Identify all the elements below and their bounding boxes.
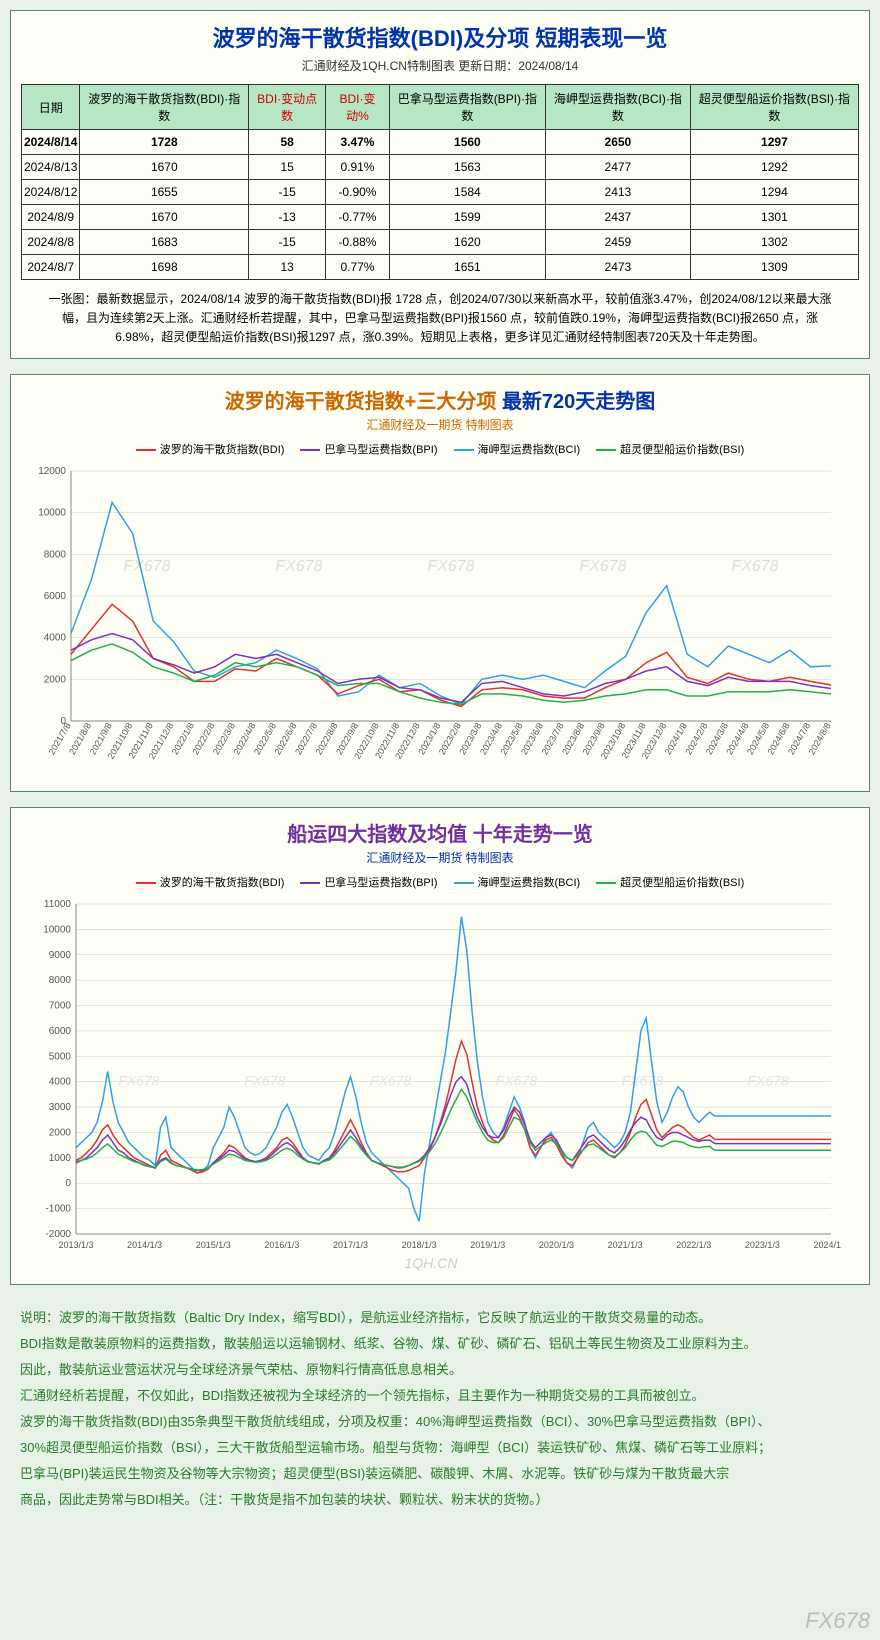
svg-text:FX678: FX678 (747, 1072, 788, 1088)
legend-item: 海岬型运费指数(BCI) (454, 877, 581, 889)
svg-text:2023/1/3: 2023/1/3 (745, 1240, 780, 1250)
table-row: 2024/8/131670150.91%156324771292 (22, 155, 859, 180)
svg-text:1000: 1000 (49, 1152, 72, 1163)
chart720-legend: 波罗的海干散货指数(BDI) 巴拿马型运费指数(BPI) 海岬型运费指数(BCI) 超… (21, 441, 859, 457)
desc-line: 30%超灵便型船运价指数（BSI），三大干散货船型运输市场。船型与货物：海岬型（… (20, 1435, 860, 1461)
table-row: 2024/8/141728583.47%156026501297 (22, 130, 859, 155)
svg-text:2018/1/3: 2018/1/3 (402, 1240, 437, 1250)
desc-line: 巴拿马(BPI)装运民生物资及谷物等大宗物资；超灵便型(BSI)装运磷肥、碳酸钾… (20, 1461, 860, 1487)
svg-text:FX678: FX678 (427, 558, 474, 575)
svg-text:2024/1/3: 2024/1/3 (813, 1240, 841, 1250)
svg-text:FX678: FX678 (622, 1072, 663, 1088)
desc-line: 商品，因此走势常与BDI相关。（注：干散货是指不加包装的块状、颗粒状、粉末状的货… (20, 1487, 860, 1513)
svg-text:FX678: FX678 (370, 1072, 411, 1088)
svg-text:4000: 4000 (49, 1076, 72, 1087)
corner-watermark: FX678 (805, 1608, 870, 1634)
svg-text:2016/1/3: 2016/1/3 (264, 1240, 299, 1250)
table-header: BDI·变动点数 (249, 85, 326, 130)
svg-text:6000: 6000 (49, 1025, 72, 1036)
svg-text:FX678: FX678 (244, 1072, 285, 1088)
desc-line: BDI指数是散装原物料的运费指数，散装船运以运输钢材、纸浆、谷物、煤、矿砂、磷矿… (20, 1331, 860, 1357)
chart-720-panel: 波罗的海干散货指数+三大分项 最新720天走势图 汇通财经及一期货 特制图表 波… (10, 374, 870, 792)
chart10y-wrap: -2000 -1000 0 1000 2000 3000 4000 5000 6000 7000 8… (21, 894, 859, 1274)
legend-item: 波罗的海干散货指数(BDI) (136, 444, 285, 456)
svg-text:1QH.CN: 1QH.CN (405, 1255, 459, 1271)
table-header: 巴拿马型运费指数(BPI)·指数 (389, 85, 545, 130)
legend-item: 超灵便型船运价指数(BSI) (596, 877, 744, 889)
svg-text:11000: 11000 (44, 899, 72, 910)
table-row: 2024/8/121655-15-0.90%158424131294 (22, 180, 859, 205)
svg-text:5000: 5000 (49, 1051, 72, 1062)
svg-text:10000: 10000 (38, 507, 66, 518)
table-subtitle: 汇通财经及1QH.CN特制图表 更新日期：2024/08/14 (21, 57, 859, 74)
table-header: 超灵便型船运价指数(BSI)·指数 (690, 85, 858, 130)
svg-text:FX678: FX678 (123, 558, 170, 575)
chart10y-legend: 波罗的海干散货指数(BDI) 巴拿马型运费指数(BPI) 海岬型运费指数(BCI) 超… (21, 874, 859, 890)
table-title: 波罗的海干散货指数(BDI)及分项 短期表现一览 (21, 21, 859, 53)
svg-text:2017/1/3: 2017/1/3 (333, 1240, 368, 1250)
svg-text:9000: 9000 (49, 949, 72, 960)
desc-line: 汇通财经析若提醒，不仅如此，BDI指数还被视为全球经济的一个领先指标，且主要作为… (20, 1383, 860, 1409)
table-header: 海岬型运费指数(BCI)·指数 (545, 85, 690, 130)
chart720-subtitle: 汇通财经及一期货 特制图表 (21, 416, 859, 433)
table-header: BDI·变动% (326, 85, 390, 130)
table-summary: 一张图：最新数据显示，2024/08/14 波罗的海干散货指数(BDI)报 17… (21, 290, 859, 348)
svg-text:FX678: FX678 (118, 1072, 159, 1088)
chart10y-title: 船运四大指数及均值 十年走势一览 (21, 818, 859, 847)
svg-text:2021/1/3: 2021/1/3 (608, 1240, 643, 1250)
svg-text:4000: 4000 (44, 632, 67, 643)
bdi-table: 日期波罗的海干散货指数(BDI)·指数BDI·变动点数BDI·变动%巴拿马型运费… (21, 84, 859, 280)
svg-text:0: 0 (65, 1178, 71, 1189)
svg-text:2022/1/3: 2022/1/3 (676, 1240, 711, 1250)
svg-text:2000: 2000 (49, 1127, 72, 1138)
table-row: 2024/8/81683-15-0.88%162024591302 (22, 230, 859, 255)
legend-item: 波罗的海干散货指数(BDI) (136, 877, 285, 889)
chart720-wrap: 0200040006000800010000120002021/7/82021/… (21, 461, 859, 781)
svg-text:2014/1/3: 2014/1/3 (127, 1240, 162, 1250)
svg-text:8000: 8000 (44, 549, 67, 560)
svg-text:FX678: FX678 (275, 558, 322, 575)
svg-text:2013/1/3: 2013/1/3 (58, 1240, 93, 1250)
chart720-svg: 0200040006000800010000120002021/7/82021/… (21, 461, 841, 781)
desc-line: 因此，散装航运业营运状况与全球经济景气荣枯、原物料行情高低息息相关。 (20, 1357, 860, 1383)
table-panel: 波罗的海干散货指数(BDI)及分项 短期表现一览 汇通财经及1QH.CN特制图表… (10, 10, 870, 359)
legend-item: 海岬型运费指数(BCI) (454, 444, 581, 456)
svg-text:7000: 7000 (49, 1000, 72, 1011)
legend-item: 超灵便型船运价指数(BSI) (596, 444, 744, 456)
table-header: 波罗的海干散货指数(BDI)·指数 (80, 85, 249, 130)
svg-text:3000: 3000 (49, 1102, 72, 1113)
svg-text:FX678: FX678 (579, 558, 626, 575)
svg-text:FX678: FX678 (731, 558, 778, 575)
desc-line: 波罗的海干散货指数(BDI)由35条典型干散货航线组成，分项及权重：40%海岬型… (20, 1409, 860, 1435)
svg-text:8000: 8000 (49, 975, 72, 986)
description-text: 说明：波罗的海干散货指数（Baltic Dry Index，缩写BDI），是航运… (10, 1300, 870, 1533)
svg-text:-1000: -1000 (45, 1203, 71, 1214)
chart10y-subtitle: 汇通财经及一期货 特制图表 (21, 849, 859, 866)
table-row: 2024/8/91670-13-0.77%159924371301 (22, 205, 859, 230)
legend-item: 巴拿马型运费指数(BPI) (300, 444, 437, 456)
svg-text:10000: 10000 (43, 924, 71, 935)
svg-text:FX678: FX678 (496, 1072, 537, 1088)
chart720-title: 波罗的海干散货指数+三大分项 最新720天走势图 (21, 385, 859, 414)
table-row: 2024/8/71698130.77%165124731309 (22, 255, 859, 280)
svg-text:2000: 2000 (44, 674, 67, 685)
desc-line: 说明：波罗的海干散货指数（Baltic Dry Index，缩写BDI），是航运… (20, 1305, 860, 1331)
svg-text:2019/1/3: 2019/1/3 (470, 1240, 505, 1250)
svg-text:6000: 6000 (44, 591, 67, 602)
svg-text:2015/1/3: 2015/1/3 (196, 1240, 231, 1250)
table-header: 日期 (22, 85, 80, 130)
svg-text:12000: 12000 (38, 466, 66, 477)
chart10y-svg: -2000 -1000 0 1000 2000 3000 4000 5000 6000 7000 8… (21, 894, 841, 1274)
svg-text:-2000: -2000 (45, 1229, 71, 1240)
chart-10y-panel: 船运四大指数及均值 十年走势一览 汇通财经及一期货 特制图表 波罗的海干散货指数… (10, 807, 870, 1285)
svg-text:2020/1/3: 2020/1/3 (539, 1240, 574, 1250)
legend-item: 巴拿马型运费指数(BPI) (300, 877, 437, 889)
